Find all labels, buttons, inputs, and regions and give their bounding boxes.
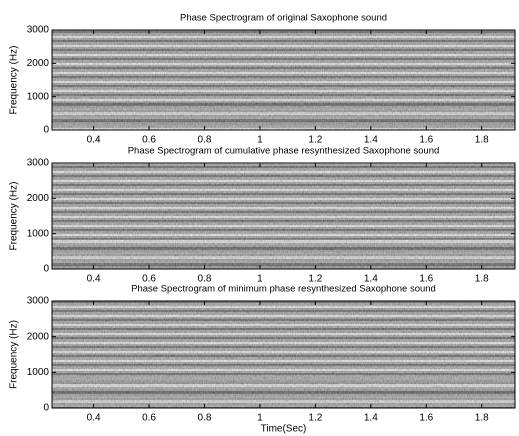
y-tick-label: 0 — [43, 125, 49, 136]
spectrogram-noise — [52, 30, 515, 130]
y-tick-label: 2000 — [27, 193, 50, 204]
chart-title: Phase Spectrogram of cumulative phase re… — [128, 146, 440, 157]
x-tick-label: 0.4 — [87, 413, 101, 424]
x-tick-label: 1.4 — [364, 413, 378, 424]
x-tick-label: 1.4 — [364, 135, 378, 146]
x-tick-label: 1 — [257, 135, 263, 146]
x-tick-label: 0.6 — [142, 413, 156, 424]
y-tick-label: 3000 — [27, 296, 50, 307]
x-tick-label: 1.2 — [308, 135, 322, 146]
y-tick-label: 1000 — [27, 367, 50, 378]
x-tick-label: 1.2 — [308, 413, 322, 424]
x-tick-label: 0.8 — [198, 413, 212, 424]
spectrogram — [52, 163, 515, 269]
x-tick-label: 0.4 — [87, 274, 101, 285]
x-tick-label: 0.6 — [142, 274, 156, 285]
x-tick-label: 0.8 — [198, 135, 212, 146]
x-tick-label: 1.8 — [475, 413, 489, 424]
y-tick-label: 2000 — [27, 58, 50, 69]
y-tick-label: 0 — [43, 403, 49, 414]
y-tick-label: 3000 — [27, 158, 50, 169]
y-tick-label: 2000 — [27, 331, 50, 342]
y-axis-label: Frequency (Hz) — [9, 320, 20, 389]
x-tick-label: 1.6 — [419, 135, 433, 146]
x-tick-label: 1 — [257, 413, 263, 424]
x-tick-label: 1 — [257, 274, 263, 285]
plot-frame — [51, 29, 516, 131]
x-tick-label: 0.8 — [198, 274, 212, 285]
x-tick-label: 1.2 — [308, 274, 322, 285]
x-tick-label: 0.4 — [87, 135, 101, 146]
spectrogram — [52, 30, 515, 130]
x-tick-label: 1.8 — [475, 274, 489, 285]
spectrogram-noise — [52, 163, 515, 269]
y-tick-label: 1000 — [27, 91, 50, 102]
y-axis-label: Frequency (Hz) — [9, 46, 20, 115]
spectrogram — [52, 301, 515, 408]
chart-title: Phase Spectrogram of minimum phase resyn… — [131, 284, 436, 295]
x-tick-label: 1.8 — [475, 135, 489, 146]
spectrogram-noise — [52, 301, 515, 408]
x-tick-label: 1.6 — [419, 274, 433, 285]
plot-frame — [51, 162, 516, 270]
x-axis-label: Time(Sec) — [261, 424, 307, 435]
x-tick-label: 1.6 — [419, 413, 433, 424]
y-tick-label: 0 — [43, 264, 49, 275]
chart-title: Phase Spectrogram of original Saxophone … — [180, 13, 387, 24]
y-tick-label: 1000 — [27, 228, 50, 239]
plot-frame — [51, 300, 516, 409]
y-axis-label: Frequency (Hz) — [9, 182, 20, 251]
x-tick-label: 1.4 — [364, 274, 378, 285]
y-tick-label: 3000 — [27, 25, 50, 36]
x-tick-label: 0.6 — [142, 135, 156, 146]
